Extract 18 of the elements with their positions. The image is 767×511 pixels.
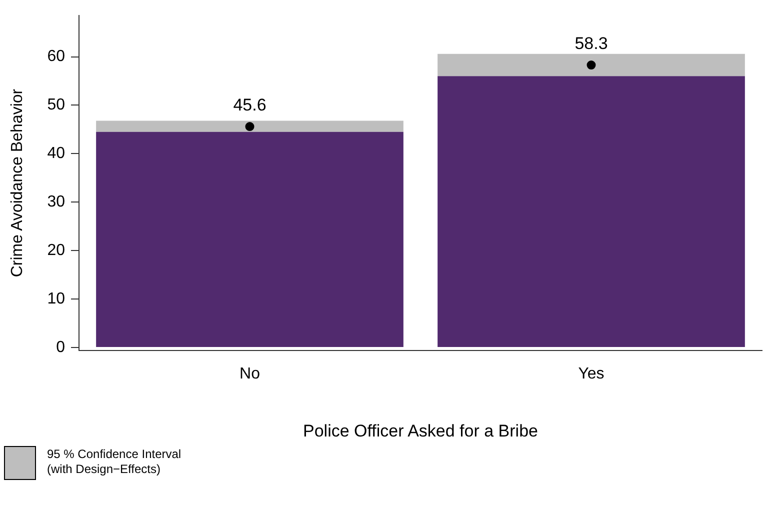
bar [438, 54, 745, 76]
y-tick-label: 40 [47, 145, 66, 162]
data-label: 45.6 [233, 96, 266, 115]
x-tick-label: No [240, 365, 260, 382]
y-tick-label: 60 [47, 48, 66, 66]
y-tick-label: 0 [56, 338, 66, 356]
bar [96, 120, 404, 132]
data-label: 58.3 [574, 34, 608, 54]
x-axis-title: Police Officer Asked for a Bribe [303, 421, 538, 440]
bar [96, 132, 404, 347]
y-tick-label: 50 [47, 96, 66, 114]
y-axis-title: Crime Avoidance Behavior [9, 88, 26, 278]
text: 95 % Confidence Interval (with Design−Effects) [47, 446, 182, 478]
y-tick-label: 10 [47, 290, 66, 308]
bar [438, 76, 745, 347]
x-tick-label: Yes [578, 365, 604, 382]
y-tick-label: 30 [47, 194, 66, 211]
y-tick-label: 20 [47, 242, 66, 259]
